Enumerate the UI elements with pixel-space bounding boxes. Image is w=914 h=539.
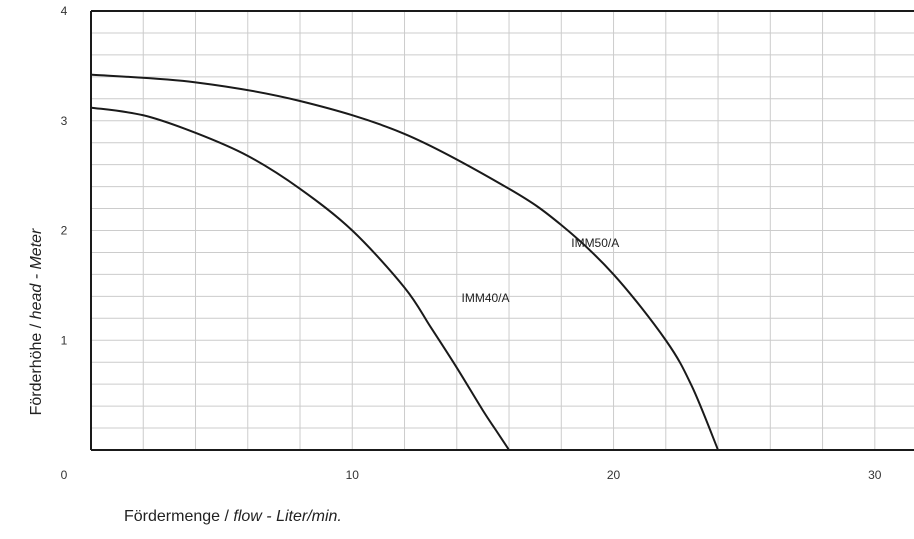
x-tick-label: 10 xyxy=(346,468,360,482)
series-line-imm40-a xyxy=(90,106,510,451)
grid xyxy=(91,11,914,450)
y-tick-label: 3 xyxy=(61,114,68,128)
series-label-imm50-a: IMM50/A xyxy=(571,236,619,250)
y-tick-label: 1 xyxy=(61,333,68,347)
plot-frame xyxy=(90,10,914,451)
series-group xyxy=(90,73,719,451)
y-tick-labels: 1 2 3 4 xyxy=(61,4,68,347)
x-tick-labels: 0 10 20 30 xyxy=(61,468,882,482)
y-tick-label: 2 xyxy=(61,224,68,238)
series-line-imm50-a xyxy=(90,73,719,451)
y-axis-label-part-2: head - Meter xyxy=(28,228,45,319)
x-tick-label: 30 xyxy=(868,468,882,482)
x-tick-label: 0 xyxy=(61,468,68,482)
series-labels: IMM40/A IMM50/A xyxy=(462,236,620,305)
x-axis-label-part-1: Fördermenge / xyxy=(124,508,234,525)
y-axis-label-part-1: Förderhöhe / xyxy=(28,319,45,415)
y-axis-label: Förderhöhe / head - Meter xyxy=(28,228,45,415)
y-tick-label: 4 xyxy=(61,4,68,18)
x-tick-label: 20 xyxy=(607,468,621,482)
x-axis-label-part-2: flow - Liter/min. xyxy=(233,508,342,525)
x-axis-label: Fördermenge / flow - Liter/min. xyxy=(124,508,342,526)
series-label-imm40-a: IMM40/A xyxy=(462,291,510,305)
